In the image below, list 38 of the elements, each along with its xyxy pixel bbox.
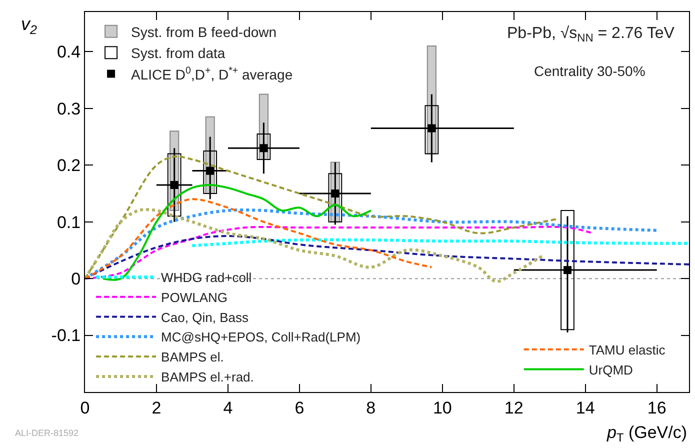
- legend-label: Syst. from B feed-down: [131, 24, 277, 40]
- point: [331, 189, 340, 198]
- x-tick-label: 6: [294, 398, 304, 418]
- x-tick-label: 2: [152, 398, 162, 418]
- x-axis-title: p$_{T}$ (GeV/c): [606, 423, 688, 445]
- line-series: [102, 184, 372, 281]
- line-series: [85, 208, 544, 283]
- point: [428, 124, 436, 132]
- legend-label: POWLANG: [161, 290, 228, 305]
- y-tick-label: 0.4: [56, 42, 81, 62]
- legend-label: ALICE D$^{0}$,D$^{+}$, D$^{*+}$ average: [131, 65, 293, 82]
- legend-label: WHDG rad+coll: [161, 270, 252, 286]
- x-tick-label: 16: [647, 398, 666, 418]
- text: ALI-DER-81592: [15, 428, 79, 438]
- legend-label: Cao, Qin, Bass: [161, 310, 249, 325]
- line-series: [85, 208, 658, 280]
- legend-label: BAMPS el.: [161, 350, 224, 365]
- y-tick-label: 0.3: [56, 99, 81, 118]
- x-tick-label: 8: [366, 398, 376, 418]
- point: [206, 166, 214, 175]
- point: [563, 266, 572, 274]
- y-tick-label: 0: [71, 270, 81, 289]
- legend-label: Syst. from data: [131, 45, 226, 62]
- legend-label: MC@sHQ+EPOS, Coll+Rad(LPM): [161, 330, 361, 345]
- y-axis-title: v$_{2}$: [21, 14, 38, 37]
- x-tick-label: 14: [576, 398, 595, 418]
- x-tick-label: 10: [432, 398, 452, 418]
- annotation: Pb-Pb, √s$_{NN}$ = 2.76 TeV: [507, 25, 675, 44]
- y-tick-label: -0.1: [51, 326, 81, 346]
- x-tick-label: 12: [504, 398, 524, 418]
- legend-label: TAMU elastic: [588, 342, 666, 358]
- point: [170, 180, 178, 189]
- y-tick-label: 0.2: [56, 156, 81, 176]
- legend-label: UrQMD: [588, 362, 633, 378]
- annotation: Centrality 30-50%: [534, 63, 646, 79]
- legend-label: BAMPS el.+rad.: [161, 370, 254, 385]
- y-tick-label: 0.1: [56, 212, 81, 232]
- x-tick-label: 4: [223, 398, 233, 418]
